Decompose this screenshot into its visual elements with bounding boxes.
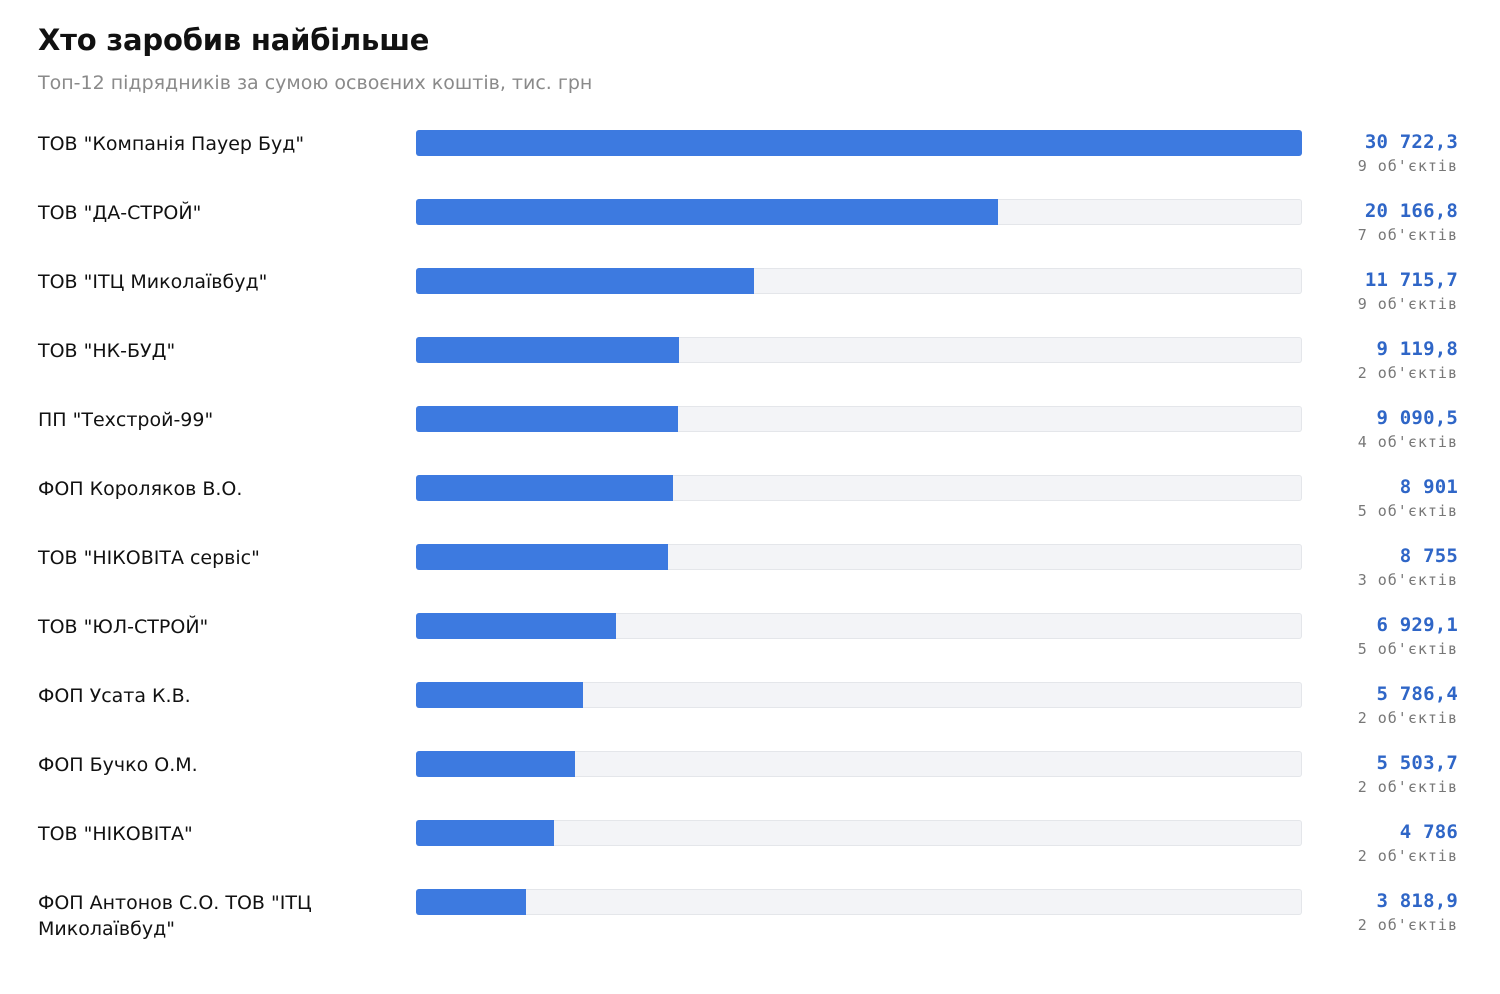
bar-meta: 8 755 3 об'єктів — [1288, 544, 1458, 589]
chart-page: Хто заробив найбільше Топ-12 підрядників… — [38, 0, 1462, 994]
value-label: 20 166,8 — [1364, 200, 1458, 222]
bar-meta: 4 786 2 об'єктів — [1288, 820, 1458, 865]
value-label: 3 818,9 — [1376, 890, 1458, 912]
bar-track — [416, 130, 1302, 156]
bar — [416, 406, 679, 432]
bar-row: ПП "Техстрой-99" 9 090,5 4 об'єктів — [38, 404, 1462, 473]
category-label: ТОВ "ЮЛ-СТРОЙ" — [38, 616, 209, 638]
bar — [416, 820, 555, 846]
bar-row: ТОВ "НК-БУД" 9 119,8 2 об'єктів — [38, 335, 1462, 404]
object-count: 2 об'єктів — [1357, 778, 1458, 796]
bar-track — [416, 751, 1302, 777]
object-count: 3 об'єктів — [1357, 571, 1458, 589]
category-label: ФОП Антонов С.О. ТОВ "ІТЦ Миколаївбуд" — [38, 892, 312, 940]
value-label: 30 722,3 — [1364, 131, 1458, 153]
bar — [416, 475, 673, 501]
object-count: 2 об'єктів — [1357, 916, 1458, 934]
bar-track — [416, 544, 1302, 570]
category-label: ТОВ "НК-БУД" — [38, 340, 176, 362]
bar-track — [416, 682, 1302, 708]
value-label: 4 786 — [1399, 821, 1458, 843]
bar-track — [416, 406, 1302, 432]
page-subtitle: Топ-12 підрядників за сумою освоєних кош… — [38, 72, 593, 94]
bar — [416, 268, 754, 294]
bar-row: ТОВ "НІКОВІТА сервіс" 8 755 3 об'єктів — [38, 542, 1462, 611]
value-label: 6 929,1 — [1376, 614, 1458, 636]
bar-track — [416, 199, 1302, 225]
category-label: ФОП Бучко О.М. — [38, 754, 198, 776]
category-label: ФОП Короляков В.О. — [38, 478, 243, 500]
bar-meta: 9 119,8 2 об'єктів — [1288, 337, 1458, 382]
bar-track — [416, 820, 1302, 846]
bar-row: ТОВ "Компанія Пауер Буд" 30 722,3 9 об'єкт… — [38, 128, 1462, 197]
bar-chart: ТОВ "Компанія Пауер Буд" 30 722,3 9 об'єкт… — [38, 128, 1462, 956]
category-label: ТОВ "ДА-СТРОЙ" — [38, 202, 202, 224]
category-label: ТОВ "НІКОВІТА" — [38, 823, 193, 845]
value-label: 9 090,5 — [1376, 407, 1458, 429]
bar — [416, 889, 527, 915]
object-count: 4 об'єктів — [1357, 433, 1458, 451]
bar — [416, 751, 575, 777]
bar-meta: 3 818,9 2 об'єктів — [1288, 889, 1458, 934]
value-label: 8 755 — [1399, 545, 1458, 567]
bar-track — [416, 889, 1302, 915]
bar — [416, 613, 616, 639]
bar-meta: 20 166,8 7 об'єктів — [1288, 199, 1458, 244]
object-count: 2 об'єктів — [1357, 709, 1458, 727]
bar-row: ФОП Усата К.В. 5 786,4 2 об'єктів — [38, 680, 1462, 749]
object-count: 2 об'єктів — [1357, 364, 1458, 382]
value-label: 8 901 — [1399, 476, 1458, 498]
bar-meta: 6 929,1 5 об'єктів — [1288, 613, 1458, 658]
bar-track — [416, 337, 1302, 363]
object-count: 5 об'єктів — [1357, 640, 1458, 658]
bar-row: ТОВ "ІТЦ Миколаївбуд" 11 715,7 9 об'єктів — [38, 266, 1462, 335]
bar — [416, 682, 583, 708]
category-label: ТОВ "Компанія Пауер Буд" — [38, 133, 305, 155]
category-label: ФОП Усата К.В. — [38, 685, 191, 707]
bar-row: ТОВ "НІКОВІТА" 4 786 2 об'єктів — [38, 818, 1462, 887]
value-label: 11 715,7 — [1364, 269, 1458, 291]
object-count: 9 об'єктів — [1357, 295, 1458, 313]
bar-meta: 5 786,4 2 об'єктів — [1288, 682, 1458, 727]
bar — [416, 199, 998, 225]
bar-row: ТОВ "ДА-СТРОЙ" 20 166,8 7 об'єктів — [38, 197, 1462, 266]
bar-meta: 11 715,7 9 об'єктів — [1288, 268, 1458, 313]
bar-row: ТОВ "ЮЛ-СТРОЙ" 6 929,1 5 об'єктів — [38, 611, 1462, 680]
bar-row: ФОП Антонов С.О. ТОВ "ІТЦ Миколаївбуд" 3 … — [38, 887, 1462, 956]
bar-meta: 9 090,5 4 об'єктів — [1288, 406, 1458, 451]
bar-row: ФОП Бучко О.М. 5 503,7 2 об'єктів — [38, 749, 1462, 818]
bar-meta: 8 901 5 об'єктів — [1288, 475, 1458, 520]
object-count: 5 об'єктів — [1357, 502, 1458, 520]
bar-row: ФОП Короляков В.О. 8 901 5 об'єктів — [38, 473, 1462, 542]
bar-meta: 30 722,3 9 об'єктів — [1288, 130, 1458, 175]
bar — [416, 544, 669, 570]
bar-track — [416, 475, 1302, 501]
bar — [416, 130, 1302, 156]
category-label: ТОВ "НІКОВІТА сервіс" — [38, 547, 260, 569]
object-count: 7 об'єктів — [1357, 226, 1458, 244]
category-label: ТОВ "ІТЦ Миколаївбуд" — [38, 271, 268, 293]
bar — [416, 337, 679, 363]
value-label: 5 786,4 — [1376, 683, 1458, 705]
object-count: 2 об'єктів — [1357, 847, 1458, 865]
bar-meta: 5 503,7 2 об'єктів — [1288, 751, 1458, 796]
page-title: Хто заробив найбільше — [38, 23, 430, 57]
bar-track — [416, 268, 1302, 294]
value-label: 5 503,7 — [1376, 752, 1458, 774]
object-count: 9 об'єктів — [1357, 157, 1458, 175]
value-label: 9 119,8 — [1376, 338, 1458, 360]
category-label: ПП "Техстрой-99" — [38, 409, 214, 431]
bar-track — [416, 613, 1302, 639]
